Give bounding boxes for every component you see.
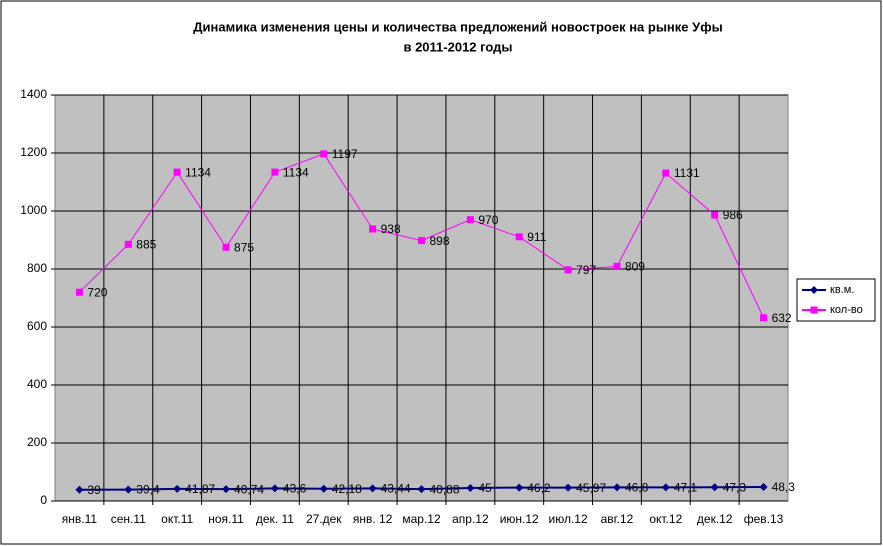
- point: [564, 266, 572, 274]
- point: [760, 314, 768, 322]
- point: [564, 483, 573, 492]
- data-label: 41,87: [185, 482, 215, 496]
- x-tick-label: окт.12: [649, 512, 682, 526]
- point: [810, 306, 818, 314]
- point: [124, 485, 133, 494]
- x-tick-label: апр.12: [452, 512, 489, 526]
- point: [319, 484, 328, 493]
- data-label: 43,6: [283, 482, 307, 496]
- point: [173, 168, 181, 176]
- data-label: 47,1: [674, 481, 698, 495]
- x-tick-label: дек.12: [697, 512, 733, 526]
- point: [271, 168, 279, 176]
- data-label: 797: [576, 263, 596, 277]
- point: [759, 482, 768, 491]
- point: [124, 240, 132, 248]
- y-tick-label: 400: [27, 377, 47, 391]
- point: [613, 262, 621, 270]
- point: [661, 483, 670, 492]
- data-label: 885: [136, 238, 156, 252]
- point: [75, 288, 83, 296]
- point: [173, 484, 182, 493]
- point: [320, 150, 328, 158]
- y-tick-label: 200: [27, 435, 47, 449]
- data-label: 39: [87, 483, 101, 497]
- x-tick-label: июн.12: [500, 512, 539, 526]
- point: [222, 485, 231, 494]
- y-tick-label: 1200: [20, 145, 47, 159]
- x-tick-label: окт.11: [161, 512, 193, 526]
- point: [270, 484, 279, 493]
- x-tick-label: авг.12: [601, 512, 634, 526]
- x-tick-label: янв. 12: [353, 512, 393, 526]
- data-label: 39,4: [136, 483, 160, 497]
- data-label: 42,18: [332, 482, 362, 496]
- chart-subtitle: в 2011-2012 годы: [403, 39, 512, 54]
- data-label: 986: [723, 208, 743, 222]
- data-label: 911: [527, 230, 546, 244]
- data-label: 46,8: [625, 481, 649, 495]
- y-tick-label: 1000: [20, 203, 47, 217]
- y-tick-label: 800: [27, 261, 47, 275]
- data-label: 938: [381, 222, 401, 236]
- point: [810, 286, 818, 294]
- x-tick-label: фев.13: [744, 512, 784, 526]
- data-label: 720: [87, 285, 107, 299]
- data-label: 43,44: [381, 482, 411, 496]
- legend-label: кол-во: [830, 304, 863, 316]
- y-tick-label: 0: [40, 493, 47, 507]
- point: [612, 483, 621, 492]
- chart-title: Динамика изменения цены и количества пре…: [193, 19, 722, 34]
- x-tick-label: июл.12: [549, 512, 588, 526]
- x-tick-label: дек. 11: [256, 512, 294, 526]
- y-tick-label: 1400: [20, 87, 47, 101]
- data-label: 47,3: [723, 480, 747, 494]
- point: [711, 211, 719, 219]
- point: [369, 225, 377, 233]
- x-tick-label: янв.11: [62, 512, 98, 526]
- data-label: 632: [772, 311, 792, 325]
- x-tick-label: мар.12: [402, 512, 441, 526]
- point: [417, 485, 426, 494]
- data-label: 809: [625, 260, 645, 274]
- point: [368, 484, 377, 493]
- point: [418, 237, 425, 245]
- point: [466, 216, 474, 224]
- data-label: 1197: [332, 147, 358, 161]
- legend-label: кв.м.: [830, 284, 854, 296]
- y-tick-label: 600: [27, 319, 47, 333]
- x-tick-label: 27.дек: [306, 512, 342, 526]
- data-label: 875: [234, 240, 254, 254]
- point: [710, 483, 719, 492]
- x-tick-label: сен.11: [111, 512, 146, 526]
- x-tick-label: ноя.11: [208, 512, 244, 526]
- data-label: 1134: [185, 165, 211, 179]
- data-label: 1134: [283, 165, 309, 179]
- plot-area: [54, 94, 789, 502]
- point: [75, 485, 84, 494]
- data-label: 46,2: [527, 481, 551, 495]
- data-label: 40,74: [234, 482, 264, 496]
- point: [515, 233, 523, 241]
- point: [222, 243, 230, 251]
- legend: [796, 278, 876, 322]
- data-label: 1131: [674, 166, 700, 180]
- point: [662, 169, 670, 177]
- data-label: 40,88: [430, 482, 460, 496]
- data-label: 48,3: [772, 480, 796, 494]
- data-label: 45,97: [576, 481, 606, 495]
- point: [515, 483, 524, 492]
- data-label: 898: [430, 234, 450, 248]
- data-label: 45: [478, 481, 492, 495]
- point: [466, 483, 475, 492]
- data-label: 970: [478, 213, 498, 227]
